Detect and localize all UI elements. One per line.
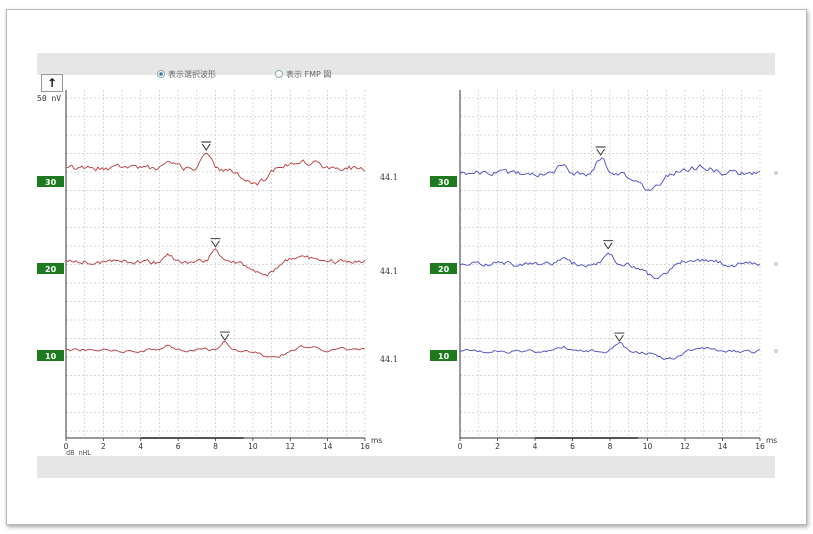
x-tick-label: 14 xyxy=(718,442,728,451)
waveform-trace xyxy=(65,248,366,277)
x-tick-label: 10 xyxy=(248,442,258,451)
x-tick-label: 12 xyxy=(680,442,690,451)
level-badge xyxy=(37,263,64,274)
arrow-up-icon: ↑ xyxy=(46,76,58,90)
x-tick-label: 2 xyxy=(495,442,500,451)
x-tick-label: 4 xyxy=(138,442,143,451)
wave-v-marker-icon xyxy=(201,141,212,151)
level-badge xyxy=(37,350,64,361)
top-toolbar-band xyxy=(37,53,775,75)
waveform-trace xyxy=(459,157,761,192)
x-tick-label: 4 xyxy=(533,442,538,451)
x-tick-label: 8 xyxy=(213,442,218,451)
x-tick-label: 6 xyxy=(176,442,181,451)
side-indicator-icon xyxy=(774,262,778,266)
level-badge-label: 30 xyxy=(45,178,57,187)
amplitude-scale-label: 50 nV xyxy=(37,94,62,103)
x-axis-unit: ms xyxy=(371,436,382,445)
radio-on-icon xyxy=(157,70,165,78)
x-tick-label: 0 xyxy=(64,442,69,451)
side-indicator-icon xyxy=(774,349,778,353)
radio-label-right: 表示 FMP 図 xyxy=(286,70,332,79)
wave-v-marker-icon xyxy=(219,331,230,341)
side-value-label: 44.1 xyxy=(380,267,398,276)
x-tick-label: 10 xyxy=(643,442,653,451)
x-tick-label: 6 xyxy=(570,442,575,451)
level-badge xyxy=(37,176,64,187)
level-badge xyxy=(430,350,457,361)
side-indicator-icon xyxy=(774,171,778,175)
wave-v-marker-icon xyxy=(614,332,625,342)
x-tick-label: 2 xyxy=(101,442,106,451)
x-axis-unit: ms xyxy=(766,436,777,445)
radio-selected-waveform[interactable]: 表示選択波形 xyxy=(157,69,216,80)
side-value-label: 44.1 xyxy=(380,173,398,182)
level-badge-label: 30 xyxy=(438,178,450,187)
bottom-status-band xyxy=(37,456,775,478)
level-badge xyxy=(430,176,457,187)
level-badge-label: 10 xyxy=(45,352,57,361)
level-badge-label: 20 xyxy=(438,265,450,274)
level-badge-label: 20 xyxy=(45,265,57,274)
x-tick-label: 12 xyxy=(285,442,295,451)
radio-fmp-chart[interactable]: 表示 FMP 図 xyxy=(275,69,331,80)
wave-v-marker-icon xyxy=(210,238,221,248)
x-tick-label: 8 xyxy=(608,442,613,451)
x-tick-label: 14 xyxy=(323,442,333,451)
waveform-trace xyxy=(65,153,366,186)
x-tick-label: 0 xyxy=(458,442,463,451)
waveform-trace xyxy=(460,341,761,361)
level-badge-label: 10 xyxy=(438,352,450,361)
x-tick-label: 16 xyxy=(360,442,370,451)
waveform-trace xyxy=(459,252,761,280)
scroll-up-button[interactable]: ↑ xyxy=(41,74,63,92)
radio-label-left: 表示選択波形 xyxy=(168,70,216,79)
waveform-trace xyxy=(65,341,366,358)
radio-off-icon xyxy=(275,70,283,78)
level-badge xyxy=(430,263,457,274)
x-tick-label: 16 xyxy=(755,442,765,451)
wave-v-marker-icon xyxy=(595,146,606,156)
db-nhl-label: dB nHL xyxy=(66,449,92,457)
report-frame xyxy=(6,9,807,525)
wave-v-marker-icon xyxy=(603,240,614,250)
side-value-label: 44.1 xyxy=(380,355,398,364)
